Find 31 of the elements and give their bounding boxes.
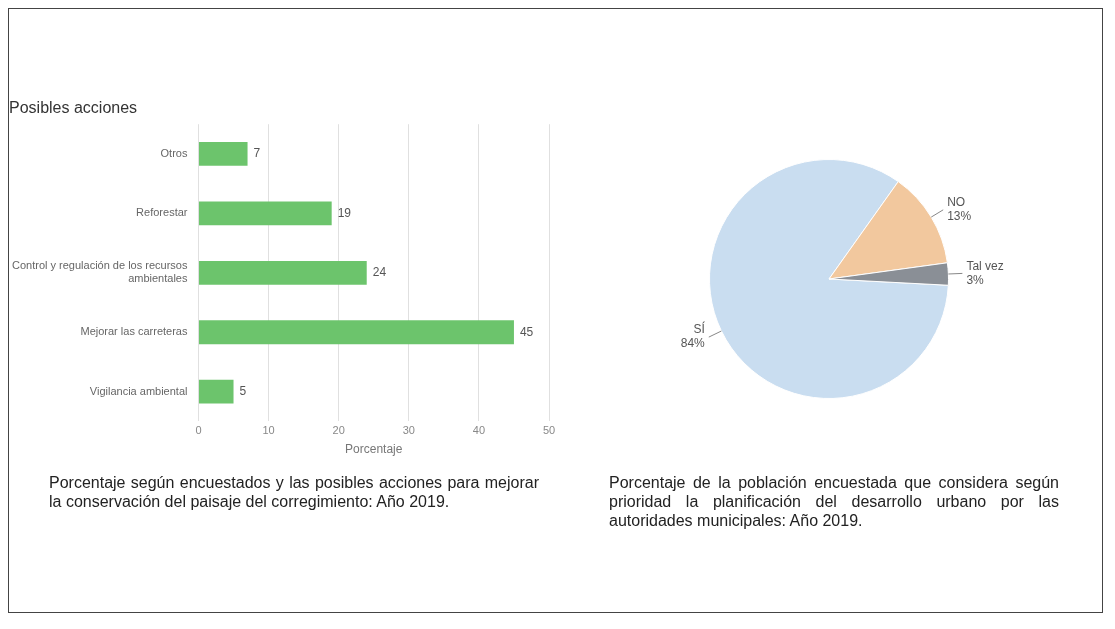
x-tick-label: 10 [262,424,275,437]
text: Porcentaje de la población encuestada que considera según prioridad la planificación del desarrollo urbano por las autoridades municipales: Año 2019. [609,473,1059,531]
bar [198,320,514,345]
data-label: 19 [337,205,352,220]
bar [198,260,367,285]
x-tick-label: 50 [542,424,556,437]
x-tick-label: 20 [332,424,345,437]
data-label: 45 [519,324,534,339]
x-tick-label: 0 [195,424,202,437]
bar [198,201,332,226]
y-tick-label: Control y regulación de los recursos ambientales [11,259,188,285]
data-label: 5 [239,383,247,398]
bar [198,379,234,404]
data-label: 84% [680,336,706,351]
y-tick-label: Otros [160,146,188,159]
slice-label: NO [947,195,966,210]
data-label: 13% [947,209,972,224]
text: Porcentaje según encuestados y las posibles acciones para mejorar la conservación del paisaje del corregimiento: Año 2019. [49,473,539,512]
slice-label: Tal vez [966,258,1004,273]
data-label: 3% [966,272,985,287]
chart-title: Posibles acciones [9,99,138,117]
x-tick-label: 30 [402,424,415,437]
data-label: 24 [372,265,387,280]
y-tick-label: Mejorar las carreteras [80,325,188,338]
slice-label: SÍ [693,321,706,337]
bar [198,142,248,166]
data-label: 7 [253,146,261,161]
y-tick-label: Reforestar [136,206,188,219]
y-tick-label: Vigilancia ambiental [89,384,188,397]
x-tick-label: 40 [472,424,486,437]
x-axis-title: Porcentaje [345,442,403,457]
